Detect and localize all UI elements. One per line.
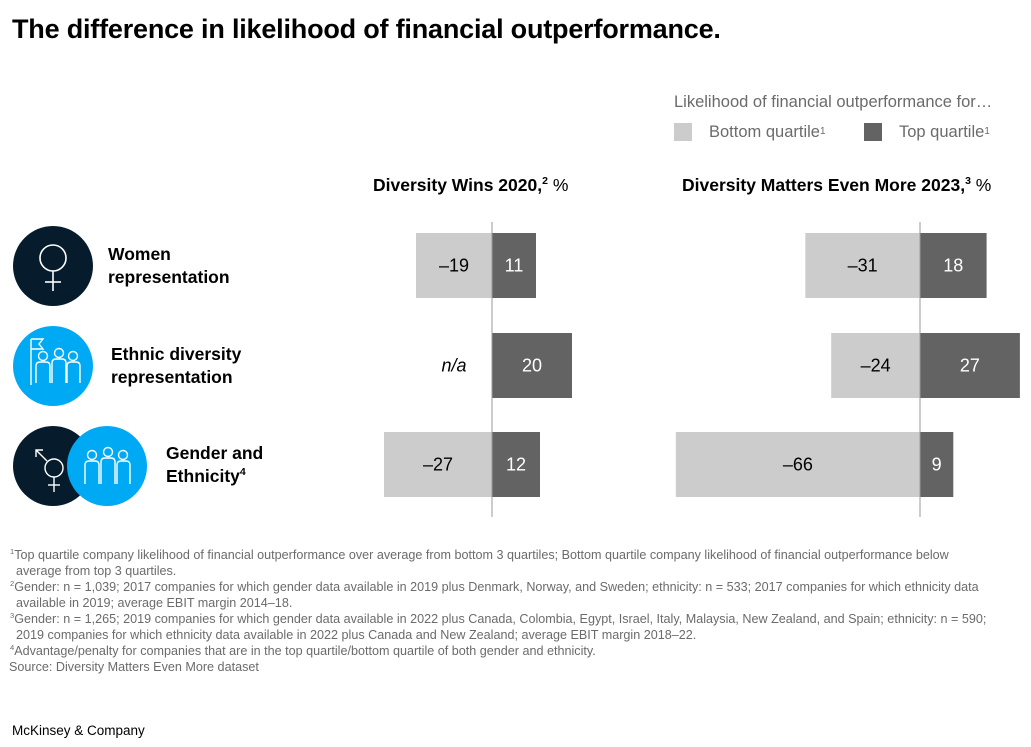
footnote-1: 1Top quartile company likelihood of fina… — [10, 547, 990, 579]
female-symbol-icon — [13, 226, 93, 306]
legend-item-top-quartile: Top quartile 1 — [864, 123, 990, 141]
panel-title-2023-text: Diversity Matters Even More 2023, — [682, 175, 966, 195]
data-label-top-quartile: 12 — [506, 455, 526, 475]
footnote-2: 2Gender: n = 1,039; 2017 companies for w… — [10, 579, 990, 611]
row-label-ethnic-diversity: Ethnic diversity representation — [111, 343, 241, 389]
row-label-sup: 4 — [239, 466, 246, 479]
bar-bottom-quartile-gender-and-ethnicity — [384, 432, 492, 497]
data-label-top-quartile: 11 — [505, 256, 524, 276]
panel-title-2020-sup: 2 — [542, 175, 548, 188]
row-label-line2: representation — [108, 267, 230, 287]
row-label-line1: Ethnic diversity — [111, 344, 242, 364]
gender-and-people-icon — [13, 426, 147, 506]
data-label-bottom-quartile: –27 — [423, 455, 453, 475]
bar-bottom-quartile-gender-and-ethnicity — [675, 432, 920, 497]
panel-title-2023-sup: 3 — [965, 175, 971, 188]
bar-top-quartile-gender-and-ethnicity — [492, 432, 540, 497]
bar-top-quartile-women-representation — [492, 233, 536, 298]
legend-title: Likelihood of financial outperformance f… — [674, 93, 993, 111]
footnote-4: 4Advantage/penalty for companies that ar… — [10, 643, 990, 659]
bar-top-quartile-ethnic-diversity-representation — [492, 333, 572, 398]
footnote-sup: 2 — [10, 578, 15, 588]
footnotes: 1Top quartile company likelihood of fina… — [9, 547, 990, 675]
bar-top-quartile-gender-and-ethnicity — [920, 432, 954, 497]
data-label-top-quartile: 27 — [960, 356, 980, 376]
footnote-text: Gender: n = 1,039; 2017 companies for wh… — [14, 580, 979, 610]
panel-title-2023: Diversity Matters Even More 2023,3 % — [682, 175, 991, 196]
source-note: Source: Diversity Matters Even More data… — [9, 660, 259, 674]
row-label-line1: Women — [108, 244, 171, 264]
legend-swatch-top-quartile — [864, 123, 882, 141]
panel-title-2020-unit: % — [552, 175, 569, 195]
data-label-top-quartile: 20 — [522, 356, 542, 376]
row-label-line2: Ethnicity — [166, 466, 240, 486]
footnote-sup: 3 — [10, 610, 15, 620]
legend-item-bottom-quartile: Bottom quartile 1 — [674, 123, 825, 141]
data-label-bottom-quartile: –66 — [783, 455, 813, 475]
data-label-top-quartile: 9 — [932, 455, 942, 475]
row-label-gender-and-ethnicity: Gender and Ethnicity4 — [166, 442, 263, 488]
bar-top-quartile-women-representation — [920, 233, 987, 298]
brand-name: McKinsey & Company — [12, 723, 145, 738]
bar-top-quartile-ethnic-diversity-representation — [920, 333, 1020, 398]
footnote-sup: 1 — [10, 546, 15, 556]
footnote-text: Advantage/penalty for companies that are… — [14, 644, 596, 658]
bar-bottom-quartile-women-representation — [805, 233, 920, 298]
data-label-top-quartile: 18 — [943, 256, 963, 276]
legend-label-top-quartile: Top quartile — [899, 122, 985, 141]
row-label-line2: representation — [111, 367, 233, 387]
row-label-line1: Gender and — [166, 443, 264, 463]
panel-title-2020-text: Diversity Wins 2020, — [373, 175, 543, 195]
panel-title-2020: Diversity Wins 2020,2 % — [373, 175, 568, 196]
data-label-bottom-quartile: –19 — [439, 256, 469, 276]
data-label-bottom-quartile-na: n/a — [441, 356, 466, 376]
footnote-text: Gender: n = 1,265; 2019 companies for wh… — [14, 612, 987, 642]
legend-swatch-bottom-quartile — [674, 123, 692, 141]
footnote-text: Top quartile company likelihood of finan… — [14, 548, 949, 578]
footnote-3: 3Gender: n = 1,265; 2019 companies for w… — [10, 611, 990, 643]
row-label-women-representation: Women representation — [108, 243, 230, 289]
chart-title: The difference in likelihood of financia… — [12, 14, 721, 44]
bar-bottom-quartile-ethnic-diversity-representation — [831, 333, 920, 398]
data-label-bottom-quartile: –31 — [848, 256, 878, 276]
panel-title-2023-unit: % — [975, 175, 992, 195]
legend-label-bottom-quartile: Bottom quartile — [709, 122, 820, 141]
people-group-icon — [13, 326, 93, 406]
bar-bottom-quartile-women-representation — [416, 233, 492, 298]
footnote-sup: 4 — [10, 642, 15, 652]
data-label-bottom-quartile: –24 — [861, 356, 891, 376]
